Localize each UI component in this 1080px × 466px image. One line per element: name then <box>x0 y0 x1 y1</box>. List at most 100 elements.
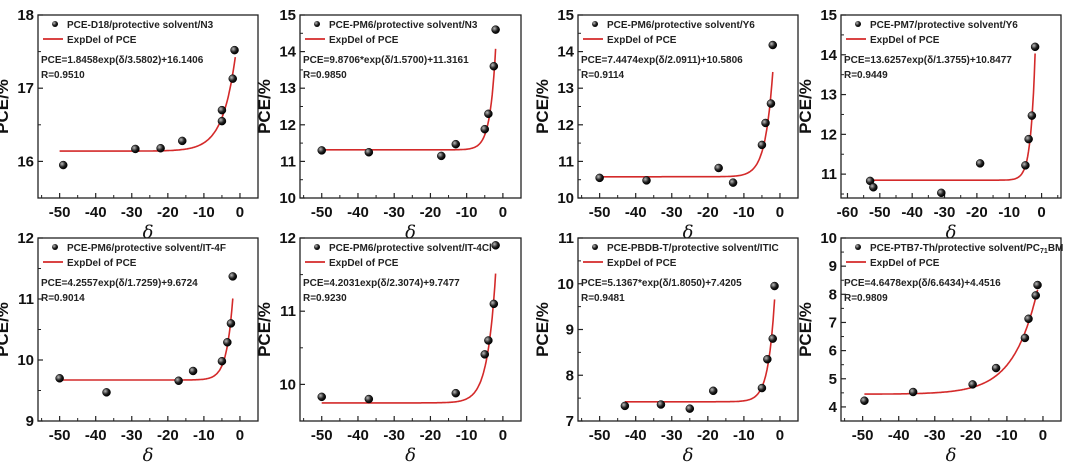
x-tick-label: -10 <box>733 204 755 221</box>
data-point <box>968 380 977 389</box>
x-tick-label: -20 <box>697 204 719 221</box>
x-tick-label: -10 <box>193 427 215 444</box>
y-tick-label: 10 <box>17 352 34 369</box>
x-axis-label: δ <box>405 222 416 243</box>
x-tick-label: -50 <box>49 204 71 221</box>
x-tick-label: 0 <box>499 204 507 221</box>
plot-frame <box>299 237 522 422</box>
data-point <box>768 40 778 50</box>
x-tick-label: -40 <box>347 204 369 221</box>
data-point <box>491 241 500 250</box>
data-point <box>708 386 718 396</box>
data-point <box>223 338 232 347</box>
y-axis-label: PCE/% <box>533 302 552 357</box>
legend-fit-label: ExpDel of PCE <box>67 35 137 46</box>
y-tick-label: 15 <box>557 7 574 24</box>
x-tick-label: -40 <box>85 204 107 221</box>
data-point <box>156 143 165 153</box>
data-point <box>770 281 779 291</box>
y-tick-label: 9 <box>26 413 34 430</box>
data-point <box>620 401 630 411</box>
x-tick-label: 0 <box>776 204 784 221</box>
x-tick-label: 0 <box>1039 427 1047 444</box>
data-point <box>642 176 651 185</box>
data-point <box>217 105 227 115</box>
y-tick-label: 8 <box>829 286 837 303</box>
y-axis-label: PCE/% <box>0 302 12 357</box>
fit-curve <box>870 53 1036 181</box>
x-tick-label: -20 <box>966 204 988 221</box>
data-point <box>178 136 187 146</box>
data-point <box>991 363 1001 373</box>
x-tick-label: -60 <box>837 204 859 221</box>
legend-series-label: PCE-PM6/protective solvent/IT-4F <box>67 243 226 254</box>
y-axis-label: PCE/% <box>0 79 12 134</box>
x-tick-label: 0 <box>776 427 784 444</box>
x-tick-label: -10 <box>193 204 215 221</box>
x-tick-label: -30 <box>383 427 405 444</box>
data-point <box>869 183 878 192</box>
y-tick-label: 13 <box>820 87 837 104</box>
legend-series-label: PCE-PTB7-Th/protective solvent/PC71BM <box>870 243 1063 255</box>
data-point <box>228 272 238 281</box>
legend-point-icon <box>592 244 598 250</box>
fit-r-value: R=0.9850 <box>303 70 347 81</box>
x-axis-label: δ <box>946 445 957 466</box>
y-tick-label: 10 <box>279 376 296 393</box>
fit-curve <box>59 298 234 381</box>
x-tick-label: -30 <box>121 427 143 444</box>
data-point <box>595 173 604 183</box>
x-tick-label: -30 <box>661 427 683 444</box>
x-tick-label: 0 <box>236 427 244 444</box>
x-tick-label: -10 <box>456 204 478 221</box>
fit-equation: PCE=4.2031exp(δ/2.3074)+9.7477 <box>303 278 460 289</box>
chart-panel-1: -50 -40 -30 -20 -10 0 16 17 18 PCE-D18/protective… <box>0 7 259 243</box>
fit-curve <box>624 299 776 403</box>
x-tick-label: -50 <box>589 427 611 444</box>
legend-series-label: PCE-PBDB-T/protective solvent/ITIC <box>607 243 779 254</box>
fit-r-value: R=0.9230 <box>303 293 347 304</box>
fit-curve <box>864 289 1039 395</box>
data-point <box>757 383 767 393</box>
chart-panel-8: -50 -40 -30 -20 -10 0 4 5 6 7 8 9 10 PCE-PTB7-Th/prot… <box>796 230 1063 466</box>
legend-fit-label: ExpDel of PCE <box>607 35 677 46</box>
data-point <box>937 188 946 198</box>
x-tick-label: -30 <box>383 204 405 221</box>
data-point <box>1033 280 1042 290</box>
plot-frame <box>840 237 1062 422</box>
data-point <box>489 299 499 309</box>
data-point <box>217 116 227 126</box>
y-tick-label: 12 <box>820 126 837 143</box>
data-point <box>451 388 461 398</box>
data-point <box>188 366 198 376</box>
y-tick-label: 7 <box>829 314 837 331</box>
y-axis-label: PCE/% <box>255 302 274 357</box>
legend-point-icon <box>52 21 58 27</box>
chart-panel-4: -60 -50 -40 -30 -20 -10 0 11 12 13 14 15 PCE-PM7/pro… <box>796 7 1062 243</box>
y-tick-label: 10 <box>279 190 296 207</box>
y-tick-label: 6 <box>829 343 837 360</box>
legend-fit-label: ExpDel of PCE <box>607 258 677 269</box>
x-tick-label: -40 <box>625 204 647 221</box>
x-tick-label: -10 <box>998 204 1020 221</box>
fit-curve <box>599 71 774 178</box>
data-point <box>768 334 778 343</box>
legend-point-icon <box>314 244 320 250</box>
data-point <box>451 139 461 149</box>
data-point <box>484 336 493 345</box>
data-point <box>908 387 918 397</box>
fit-equation: PCE=13.6257exp(δ/1.3755)+10.8477 <box>844 55 1012 66</box>
data-point <box>364 394 374 404</box>
y-tick-label: 10 <box>820 230 837 247</box>
x-tick-label: -40 <box>347 427 369 444</box>
x-tick-label: -10 <box>733 427 755 444</box>
x-tick-label: -40 <box>901 204 923 221</box>
plot-frame <box>37 237 259 422</box>
data-point <box>174 376 183 385</box>
y-tick-label: 11 <box>280 153 296 170</box>
legend-series-label: PCE-PM7/protective solvent/Y6 <box>870 20 1018 31</box>
data-point <box>230 45 239 55</box>
y-tick-label: 16 <box>17 153 34 170</box>
fit-curve <box>321 273 497 404</box>
